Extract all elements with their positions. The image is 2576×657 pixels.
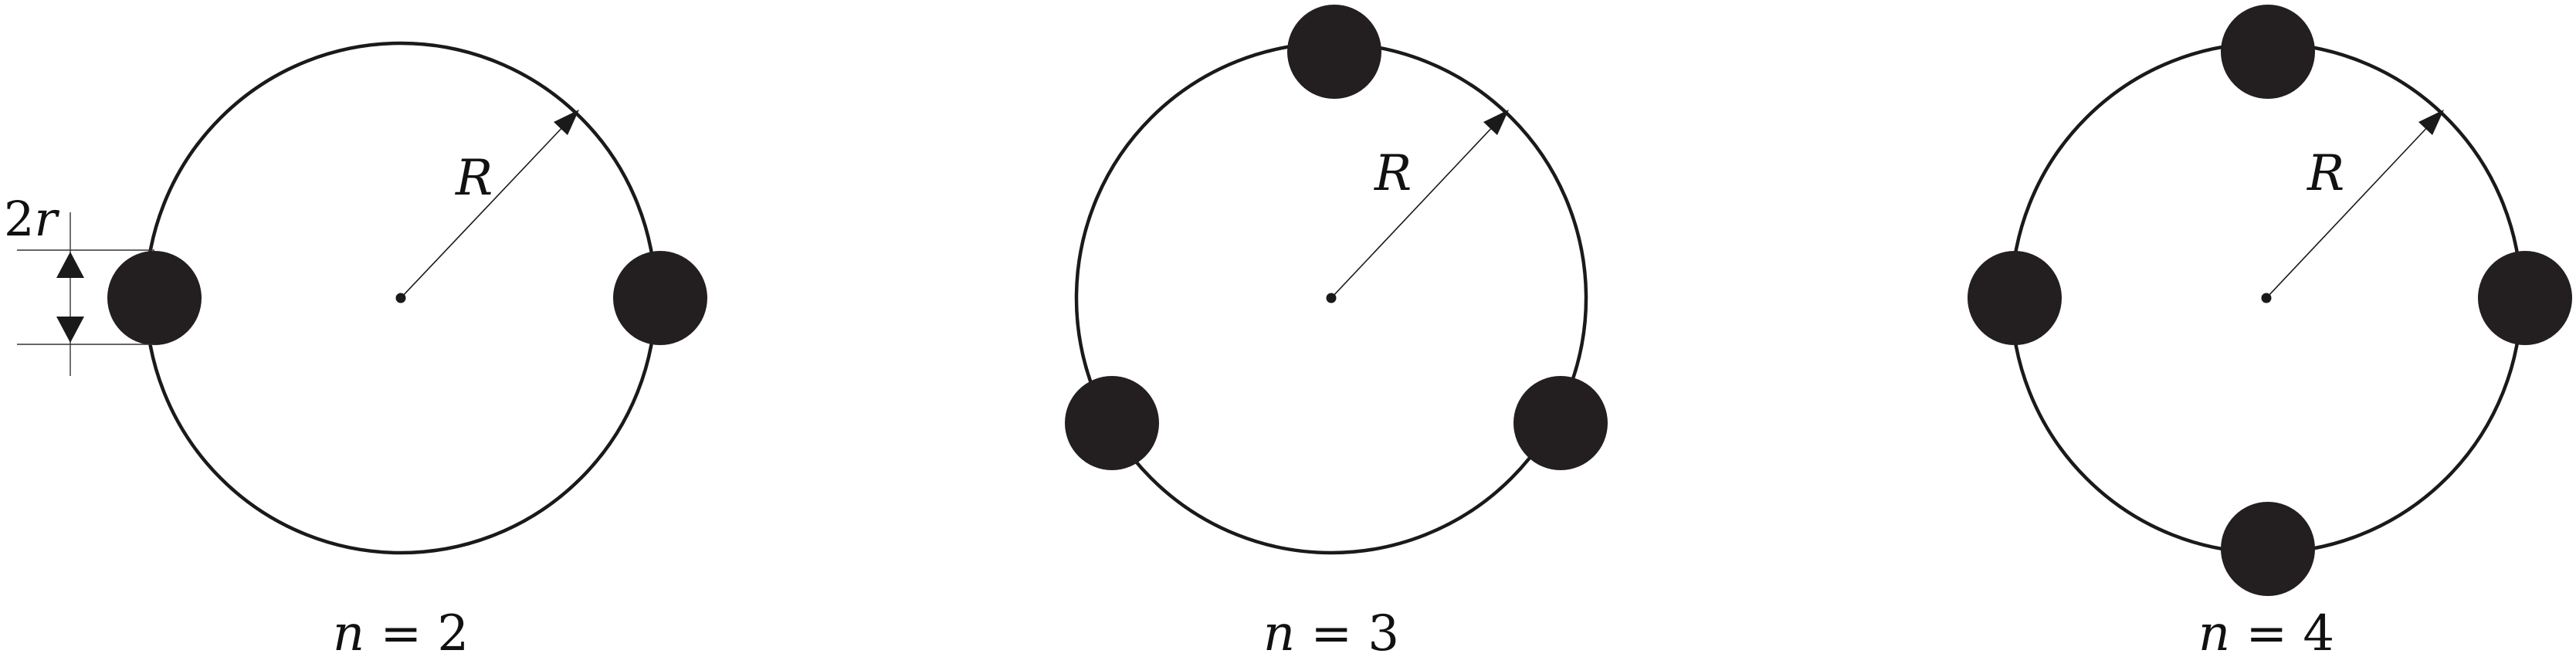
- radius-label: R: [1374, 145, 1412, 202]
- ball-bottom-left: [1065, 376, 1159, 470]
- dimension-arrowhead-down: [56, 317, 84, 343]
- dimension-label: 2r: [4, 191, 59, 247]
- ball-top: [1287, 5, 1381, 99]
- ball-bottom-right: [1513, 376, 1608, 470]
- radius-line: [1330, 123, 1496, 299]
- ball-left: [107, 251, 202, 345]
- ball-right: [2478, 251, 2572, 345]
- dimension-arrowhead-up: [56, 252, 84, 278]
- center-point: [1326, 293, 1337, 303]
- caption-n-4: n = 4: [2198, 605, 2334, 657]
- diameter-dimension: 2r: [4, 191, 154, 376]
- ball-top: [2221, 5, 2315, 99]
- radius-label: R: [455, 150, 493, 207]
- radius-line: [2266, 123, 2432, 299]
- radius-line: [400, 123, 567, 299]
- radius-arrowhead: [2418, 110, 2444, 135]
- ball-right: [613, 251, 707, 345]
- ball-left: [1968, 251, 2062, 345]
- center-point: [2261, 293, 2272, 303]
- panel-n-3: R n = 3: [1065, 5, 1608, 657]
- panel-n-4: R n = 4: [1968, 5, 2572, 657]
- caption-n-3: n = 3: [1263, 605, 1399, 657]
- radius-arrowhead: [554, 110, 579, 135]
- caption-n-2: n = 2: [333, 605, 469, 657]
- center-point: [395, 293, 406, 303]
- panel-n-2: R 2r n = 2: [4, 41, 707, 657]
- ball-bottom: [2221, 502, 2315, 596]
- radius-arrowhead: [1483, 110, 1509, 135]
- radius-label: R: [2307, 145, 2344, 202]
